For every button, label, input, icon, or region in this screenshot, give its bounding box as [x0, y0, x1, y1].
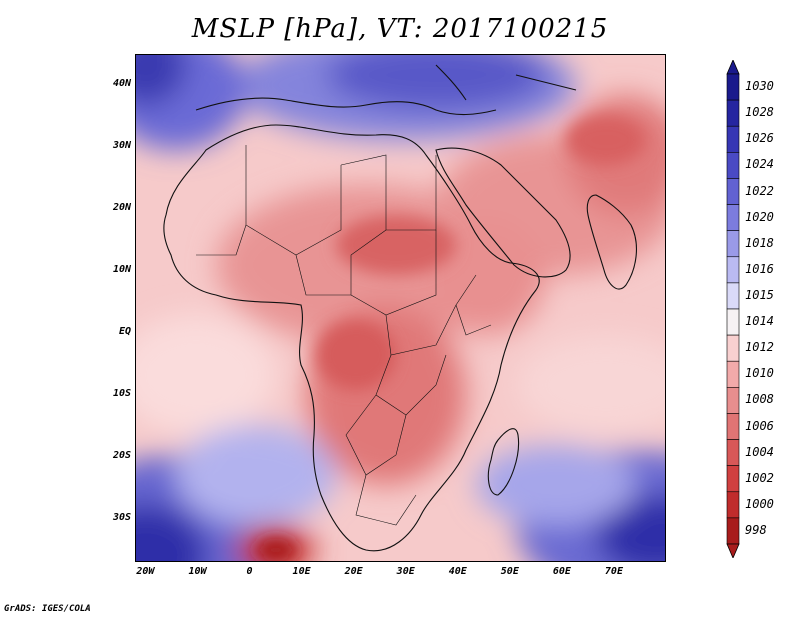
colorbar-bottom-arrow: [726, 543, 740, 558]
colorbar-level-label: 1018: [745, 235, 774, 250]
colorbar-level-label: 1002: [745, 470, 774, 485]
y-tick-label: 10N: [112, 263, 131, 275]
colorbar-swatch: [726, 204, 740, 231]
africa-coastline: [163, 124, 540, 552]
x-tick-label: 40E: [448, 566, 467, 577]
colorbar-level-label: 1010: [745, 366, 774, 381]
colorbar-swatch: [726, 308, 740, 336]
y-tick-label: 30S: [112, 511, 131, 523]
y-tick-label: 10S: [112, 387, 131, 399]
colorbar-level-label: 1024: [745, 157, 774, 172]
colorbar-swatch: [726, 387, 740, 414]
colorbar-level-label: 1016: [745, 261, 774, 276]
colorbar-swatch: [726, 439, 740, 466]
map-title: MSLP [hPa], VT: 2017100215: [191, 14, 609, 44]
x-tick-label: 70E: [604, 566, 623, 577]
colorbar-level-label: 1004: [745, 444, 774, 459]
india-coastline: [586, 194, 637, 290]
colorbar-swatch: [726, 491, 740, 519]
colorbar-top-arrow: [726, 60, 740, 75]
colorbar-level-label: 1008: [745, 392, 774, 407]
madagascar-coastline: [487, 428, 520, 496]
grads-credit: GrADS: IGES/COLA: [4, 604, 91, 614]
colorbar-swatch: [726, 256, 740, 284]
y-tick-label: EQ: [118, 325, 131, 337]
colorbar-swatch: [726, 360, 740, 388]
colorbar-swatch: [726, 517, 740, 545]
y-tick-label: 40N: [112, 77, 131, 89]
colorbar-level-label: 1012: [745, 340, 774, 355]
x-tick-label: 30E: [396, 566, 415, 577]
colorbar-level-label: 1006: [745, 418, 774, 433]
colorbar-swatch: [726, 465, 740, 493]
x-tick-label: 20W: [136, 566, 155, 577]
colorbar-swatch: [726, 334, 740, 362]
colorbar-level-label: 1026: [745, 131, 774, 146]
colorbar-swatch: [726, 99, 740, 127]
x-tick-label: 60E: [552, 566, 571, 577]
colorbar-swatch: [726, 73, 740, 101]
map-frame: [135, 54, 666, 562]
colorbar-level-label: 998: [745, 522, 767, 537]
y-tick-label: 30N: [112, 139, 131, 151]
colorbar-level-label: 1014: [745, 314, 774, 329]
x-tick-label: 20E: [344, 566, 363, 577]
europe-coastline: [195, 64, 577, 116]
y-tick-label: 20S: [112, 449, 131, 461]
colorbar-level-label: 1030: [745, 79, 774, 94]
colorbar-swatch: [726, 230, 740, 258]
colorbar-level-label: 1000: [745, 496, 774, 511]
colorbar-level-label: 1020: [745, 209, 774, 224]
x-tick-label: 10W: [188, 566, 207, 577]
y-tick-label: 20N: [112, 201, 131, 213]
coastlines: [163, 64, 637, 552]
x-tick-label: 10E: [292, 566, 311, 577]
arabia-coastline: [435, 147, 571, 278]
colorbar-swatch: [726, 152, 740, 179]
colorbar-level-label: 1022: [745, 183, 774, 198]
country-borders: [196, 145, 492, 526]
x-tick-label: 0: [246, 566, 253, 577]
colorbar: [726, 60, 740, 558]
pressure-map: [136, 55, 665, 561]
colorbar-level-label: 1028: [745, 105, 774, 120]
x-tick-label: 50E: [500, 566, 519, 577]
colorbar-swatch: [726, 178, 740, 205]
colorbar-swatch: [726, 125, 740, 153]
colorbar-swatch: [726, 282, 740, 310]
colorbar-level-label: 1015: [745, 287, 774, 302]
colorbar-swatch: [726, 413, 740, 440]
